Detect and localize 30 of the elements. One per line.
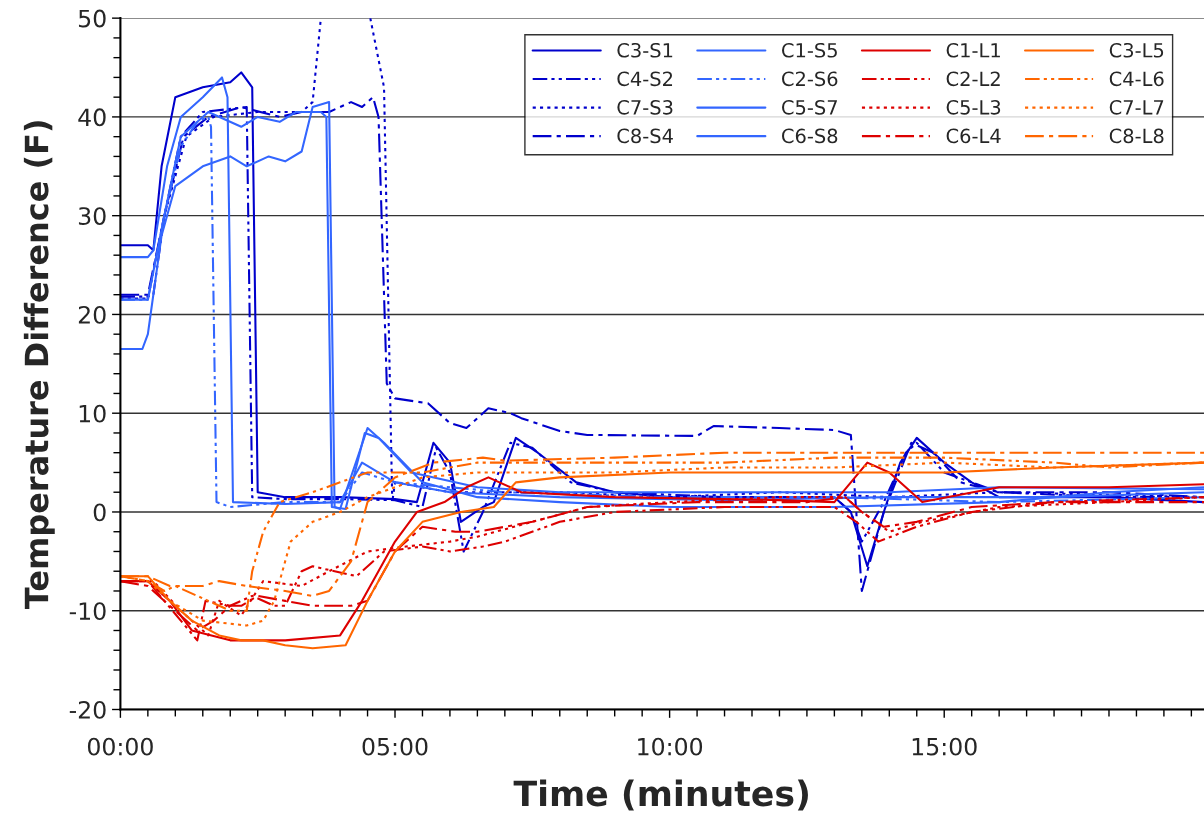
y-tick-label: -10	[69, 602, 106, 621]
x-tick-label: 05:00	[362, 737, 428, 756]
legend-label: C6-L4	[946, 128, 1001, 144]
legend-label: C5-L3	[946, 99, 1001, 115]
legend-label: C8-L8	[1109, 128, 1164, 144]
y-tick-label: 40	[78, 108, 106, 127]
legend-label: C5-S7	[782, 99, 837, 115]
y-tick-label: 50	[78, 9, 106, 28]
legend-label: C8-S4	[617, 128, 673, 144]
y-tick-label: 20	[78, 305, 106, 324]
legend-label: C3-L5	[1109, 42, 1164, 58]
legend-label: C3-S1	[617, 42, 673, 58]
x-tick-label: 00:00	[87, 737, 153, 756]
y-tick-label: 30	[78, 207, 106, 225]
legend-label: C2-S6	[782, 71, 838, 87]
legend-label: C2-L2	[946, 71, 1000, 87]
legend-label: C1-S5	[782, 42, 837, 58]
y-tick-label: 10	[79, 404, 106, 423]
legend-label: C7-L7	[1109, 99, 1164, 115]
x-axis-title: Time (minutes)	[513, 779, 808, 811]
legend-label: C7-S3	[617, 99, 673, 115]
legend-label: C6-S8	[782, 128, 838, 144]
y-tick-label: -20	[69, 700, 106, 719]
legend-label: C1-L1	[946, 42, 1000, 58]
legend-label: C4-S2	[617, 71, 673, 87]
x-tick-label: 15:00	[912, 737, 977, 756]
y-axis-title: Temperature Difference (F)	[23, 121, 55, 610]
legend-label: C4-L6	[1109, 71, 1164, 87]
y-tick-label: 0	[93, 503, 106, 522]
x-tick-label: 10:00	[638, 737, 703, 756]
